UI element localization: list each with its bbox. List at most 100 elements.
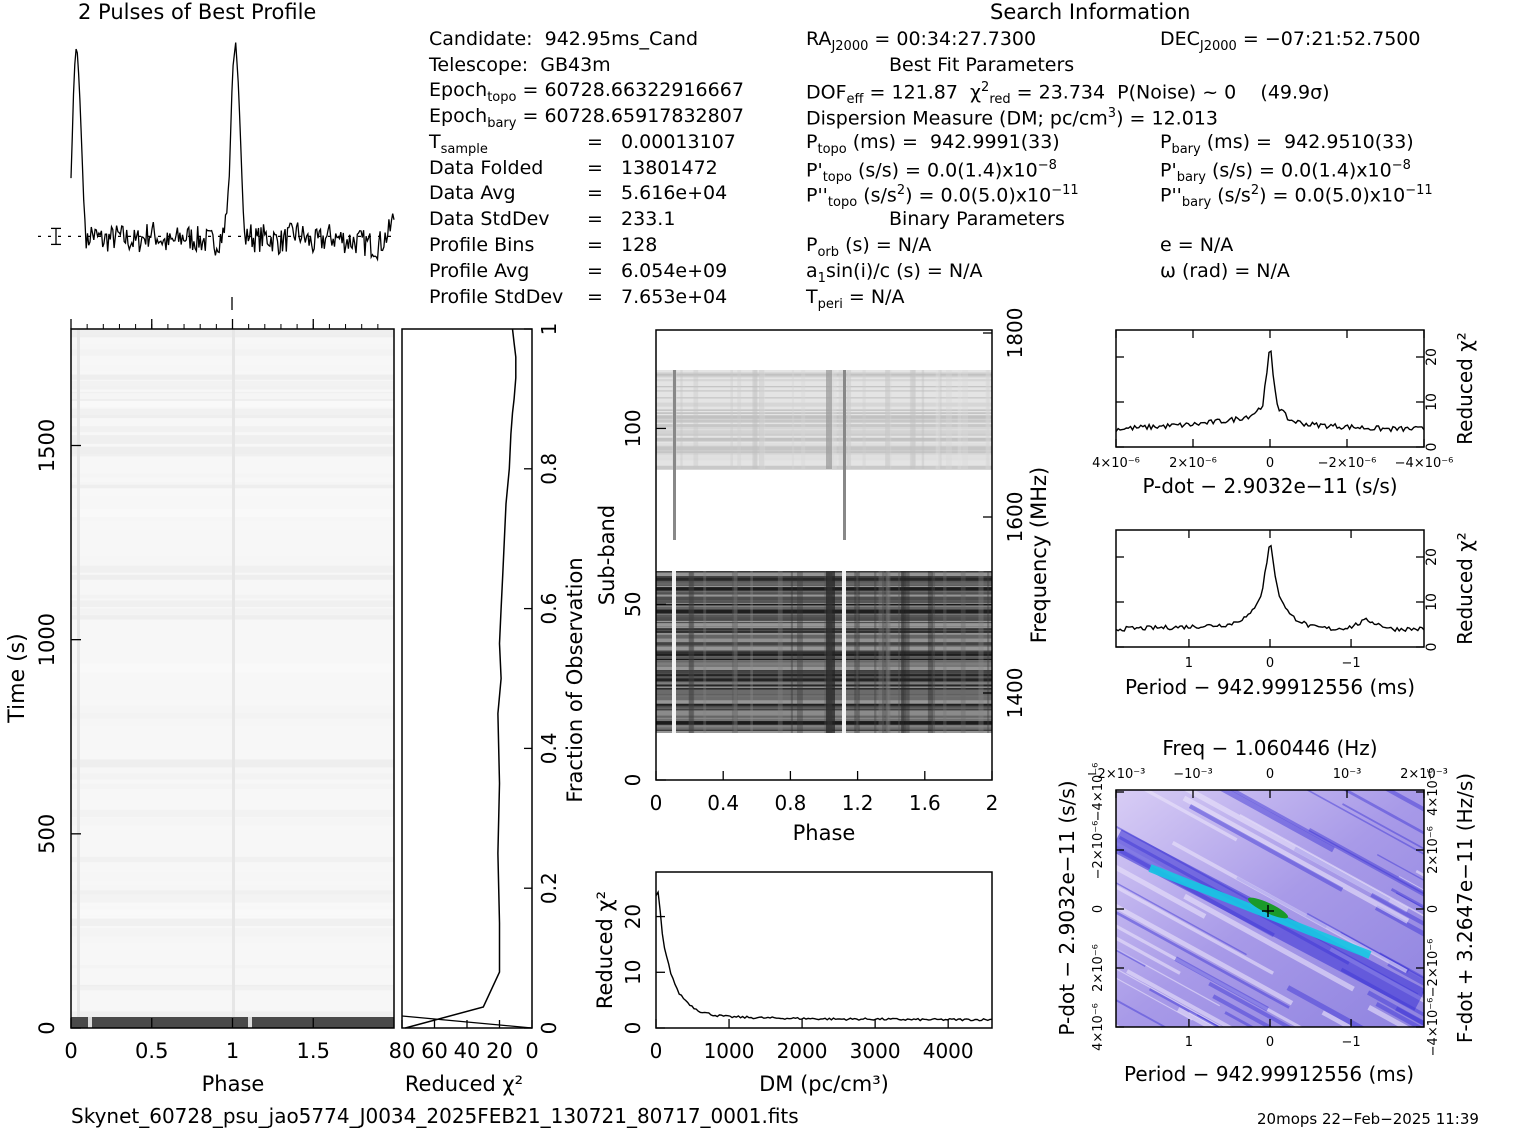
epoch-bary-line: Epochbary = 60728.65917832807 — [429, 107, 744, 130]
pp-streak — [1484, 902, 1517, 939]
pp-streak — [1376, 854, 1424, 882]
subband-phase-plot: 0 50 100 0 0.4 0.8 1.2 1.6 2 1400 1600 1800 Phase Sub… — [595, 308, 1051, 845]
ytick-label: 0 — [1091, 905, 1106, 913]
xtick-label: 60 — [421, 1039, 448, 1063]
data-std-label: Data StdDev — [429, 208, 550, 230]
xtick-label: 0 — [650, 1039, 663, 1063]
ra-value: = 00:34:27.7300 — [868, 28, 1037, 50]
ytick-label: 1 — [537, 323, 561, 336]
subband-col — [938, 370, 942, 469]
xtick-label: 0 — [64, 1039, 77, 1063]
pp-streak — [1379, 952, 1424, 979]
ytick-label: 0 — [1424, 643, 1440, 652]
time-chi2-plot: 80 60 40 20 0 0 0.2 0.4 0.6 0.8 1 Reduced χ² Fractio… — [389, 323, 587, 1096]
pddot-topo-label: P'' — [806, 184, 828, 207]
subband-col — [943, 571, 947, 733]
ptopo-value: (ms) = 942.9991(33) — [846, 131, 1060, 153]
a1-label: a — [806, 260, 818, 282]
pdot-bary-value: (s/s) = 0.0(1.4)x10 — [1205, 159, 1392, 182]
subband-col — [901, 571, 906, 733]
subband-row — [656, 631, 992, 633]
subband-col — [960, 571, 966, 733]
y2axis-label: F-dot + 3.2647e−11 (Hz/s) — [1453, 773, 1477, 1043]
xaxis-label: Period − 942.99912556 (ms) — [1124, 1062, 1414, 1086]
pp-streak — [1477, 921, 1517, 1061]
tsample-value: = 0.00013107 — [587, 131, 736, 153]
profile-plot — [38, 42, 395, 310]
ecc-line: e = N/A — [1160, 234, 1234, 256]
ytick-label: 0 — [35, 1021, 59, 1034]
pp-image — [1116, 790, 1517, 1061]
ra-label: RA — [806, 28, 832, 50]
subband-row — [656, 603, 992, 606]
ytick-label: 2×10⁻⁶ — [1091, 944, 1106, 992]
subband-row — [656, 446, 992, 451]
subband-col — [935, 370, 941, 469]
dof-value: = 121.87 — [863, 81, 971, 104]
subband-row — [656, 424, 992, 427]
xtick-label: 2 — [986, 791, 999, 815]
subband-col — [898, 571, 901, 733]
ptopo-line: Ptopo (ms) = 942.9991(33) — [806, 133, 1060, 156]
y2tick-label: −2×10⁻⁶ — [1426, 939, 1441, 998]
epoch-topo-sub: topo — [487, 89, 517, 105]
subband-col — [987, 571, 990, 733]
a1-line: a1sin(i)/c (s) = N/A — [806, 262, 982, 285]
tsample-line: Tsample — [429, 133, 488, 156]
subband-row — [656, 582, 992, 586]
pp-best-marker — [1262, 905, 1274, 917]
subband-col — [885, 370, 890, 469]
porb-value: (s) = N/A — [839, 234, 932, 256]
profile-line — [70, 42, 395, 262]
pp-streak — [1116, 884, 1274, 975]
subband-row — [656, 638, 992, 643]
yaxis-label: P-dot − 2.9032e−11 (s/s) — [1055, 780, 1079, 1035]
yaxis-label: Time (s) — [5, 633, 30, 723]
subband-col — [874, 571, 877, 733]
xtick-label: 80 — [389, 1039, 416, 1063]
subband-col — [688, 571, 695, 733]
tsample-label: T — [429, 131, 441, 153]
ytick-label: 500 — [35, 814, 59, 854]
xtick-label: 1 — [1185, 656, 1193, 671]
subband-col — [730, 370, 733, 469]
telescope-line: Telescope: GB43m — [429, 54, 611, 76]
pp-streak — [1208, 981, 1293, 1027]
ra-line: RAJ2000 = 00:34:27.7300 — [806, 30, 1036, 53]
pp-streak — [1183, 893, 1355, 992]
xaxis-label: Phase — [202, 1072, 265, 1096]
g-period-frame — [1115, 529, 1425, 648]
prof-std-label: Profile StdDev — [429, 286, 564, 308]
profile-title: 2 Pulses of Best Profile — [78, 0, 317, 24]
ytick-label: 0.4 — [537, 732, 561, 764]
xtick-label: 0.4 — [707, 791, 739, 815]
subband-row — [656, 614, 992, 618]
ytick-label: 1500 — [35, 419, 59, 472]
subband-row — [656, 633, 992, 636]
pbary-label: P — [1160, 131, 1172, 153]
subband-col — [904, 571, 910, 733]
subband-col — [680, 370, 683, 469]
pddot-bary-exp: −11 — [1405, 183, 1433, 198]
subband-row — [656, 433, 992, 436]
subband-row — [656, 409, 992, 411]
subband-row — [656, 656, 992, 659]
pdot-bary-label: P' — [1160, 159, 1177, 182]
subband-row — [656, 412, 992, 414]
ra-sub: J2000 — [831, 38, 869, 54]
subband-col — [753, 370, 757, 469]
porb-line: Porb (s) = N/A — [806, 236, 931, 259]
pp-ridge-core — [1148, 864, 1372, 959]
y2tick-label: −4×10⁻⁶ — [1426, 998, 1441, 1057]
pp-streak — [1148, 988, 1221, 1027]
pp-streak — [1142, 790, 1238, 842]
binary-title: Binary Parameters — [889, 208, 1065, 230]
subband-row — [656, 643, 992, 647]
candidate-line: Candidate: 942.95ms_Cand — [429, 28, 699, 50]
subband-row — [656, 628, 992, 630]
subband-row — [656, 587, 992, 590]
heatmap-bottom-pulse — [88, 1017, 92, 1028]
subband-col — [885, 571, 891, 733]
subband-col — [737, 370, 742, 469]
prof-bins-label: Profile Bins — [429, 234, 535, 256]
